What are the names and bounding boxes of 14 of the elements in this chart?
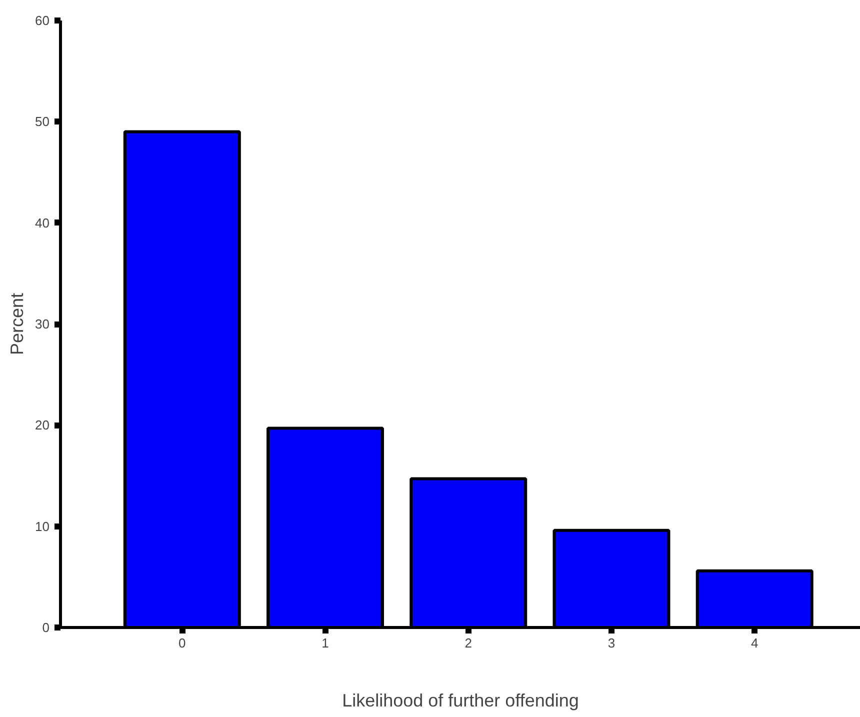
x-axis-title: Likelihood of further offending	[342, 690, 579, 710]
y-tick-label: 10	[35, 518, 50, 534]
x-tick-label: 0	[178, 636, 186, 650]
y-tick-label: 50	[35, 114, 50, 130]
y-tick-label: 60	[35, 13, 50, 28]
x-tick-label: 4	[750, 636, 758, 650]
x-tick-label: 3	[608, 636, 616, 650]
y-axis-title: Percent	[7, 292, 28, 356]
y-tick-label: 0	[42, 620, 50, 635]
y-tick-label: 40	[35, 215, 50, 230]
x-tick-label: 1	[322, 636, 329, 650]
x-tick-label: 2	[464, 636, 472, 650]
y-tick-label: 30	[35, 316, 50, 332]
y-tick-label: 20	[35, 418, 50, 433]
